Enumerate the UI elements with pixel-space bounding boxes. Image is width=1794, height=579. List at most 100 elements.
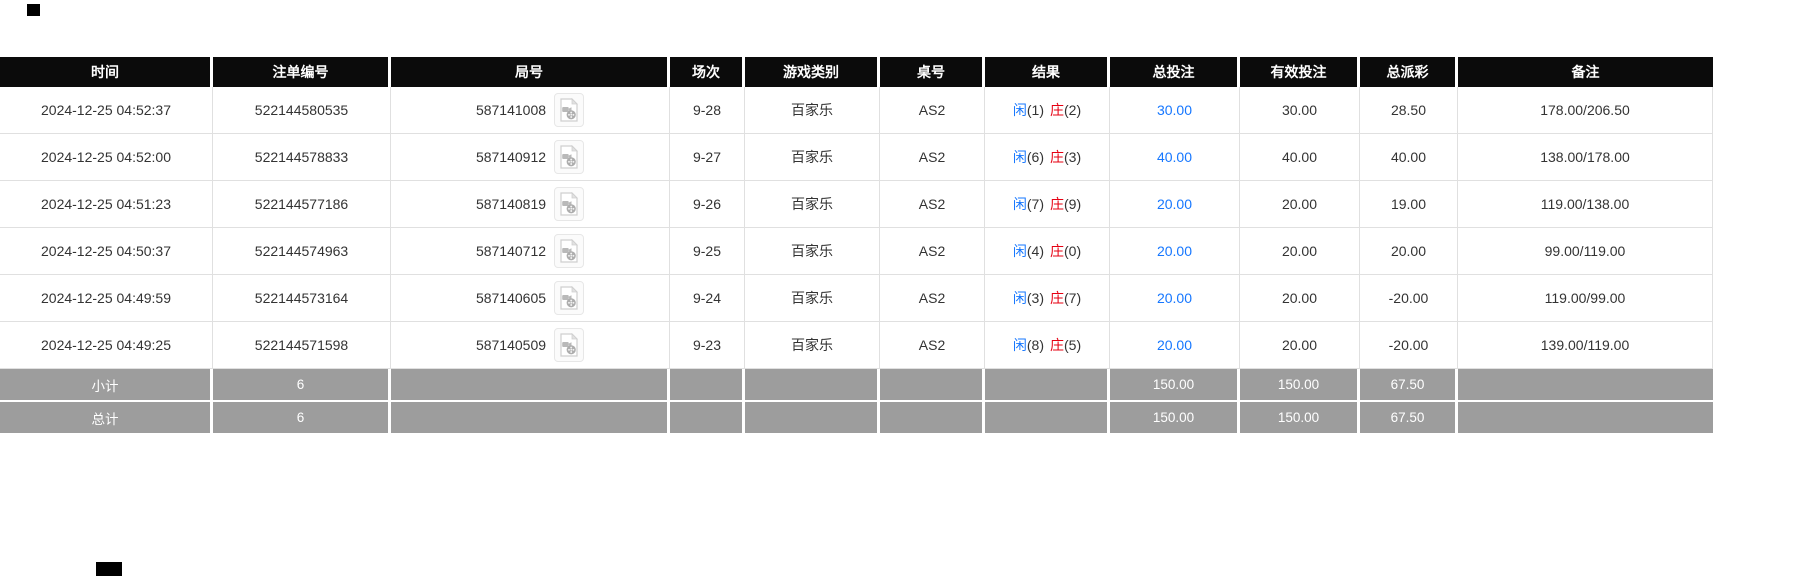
total-bet-cell: 20.00 bbox=[1110, 228, 1240, 275]
session-cell: 9-26 bbox=[670, 181, 745, 228]
grand-total-empty-cell bbox=[745, 402, 877, 433]
remark-cell: 119.00/138.00 bbox=[1458, 181, 1713, 228]
video-replay-button[interactable] bbox=[554, 281, 585, 315]
game-type-cell: 百家乐 bbox=[745, 87, 880, 134]
video-replay-icon bbox=[559, 333, 579, 357]
grand-total-empty-cell bbox=[985, 402, 1107, 433]
valid-bet-cell: 20.00 bbox=[1240, 228, 1360, 275]
session-cell: 9-23 bbox=[670, 322, 745, 369]
bet-no-cell: 522144580535 bbox=[213, 87, 391, 134]
table-row: 2024-12-25 04:52:37 522144580535 5871410… bbox=[0, 87, 1713, 134]
session-cell: 9-24 bbox=[670, 275, 745, 322]
total-bet-link[interactable]: 20.00 bbox=[1156, 243, 1193, 259]
grand-total-label: 总计 bbox=[0, 402, 210, 433]
banker-result-label: 庄 bbox=[1050, 290, 1064, 306]
time-cell: 2024-12-25 04:50:37 bbox=[0, 228, 213, 275]
round-cell: 587140712 bbox=[391, 228, 670, 275]
bet-no-cell: 522144574963 bbox=[213, 228, 391, 275]
total-bet-cell: 30.00 bbox=[1110, 87, 1240, 134]
banker-result-score: (0) bbox=[1064, 243, 1082, 259]
col-header-payout: 总派彩 bbox=[1360, 57, 1455, 87]
subtotal-label: 小计 bbox=[0, 369, 210, 400]
round-cell: 587140819 bbox=[391, 181, 670, 228]
grand-total-valid-bet: 150.00 bbox=[1240, 402, 1357, 433]
table-row: 2024-12-25 04:50:37 522144574963 5871407… bbox=[0, 228, 1713, 275]
player-result-label: 闲 bbox=[1012, 337, 1027, 353]
remark-cell: 119.00/99.00 bbox=[1458, 275, 1713, 322]
bet-no-cell: 522144578833 bbox=[213, 134, 391, 181]
payout-cell: -20.00 bbox=[1360, 275, 1458, 322]
subtotal-empty-cell bbox=[670, 369, 742, 400]
remark-cell: 138.00/178.00 bbox=[1458, 134, 1713, 181]
video-replay-icon bbox=[559, 239, 579, 263]
video-replay-button[interactable] bbox=[554, 93, 585, 127]
result-cell: 闲 (8) 庄 (5) bbox=[985, 322, 1110, 369]
remark-cell: 178.00/206.50 bbox=[1458, 87, 1713, 134]
total-bet-link[interactable]: 20.00 bbox=[1156, 290, 1193, 306]
col-header-session: 场次 bbox=[670, 57, 742, 87]
grand-total-empty-cell bbox=[670, 402, 742, 433]
col-header-remark: 备注 bbox=[1458, 57, 1713, 87]
valid-bet-cell: 20.00 bbox=[1240, 181, 1360, 228]
payout-cell: 40.00 bbox=[1360, 134, 1458, 181]
total-bet-link[interactable]: 40.00 bbox=[1156, 149, 1193, 165]
video-replay-icon bbox=[559, 192, 579, 216]
time-cell: 2024-12-25 04:52:37 bbox=[0, 87, 213, 134]
grand-total-empty-cell bbox=[1458, 402, 1713, 433]
video-replay-button[interactable] bbox=[554, 187, 585, 221]
table-no-cell: AS2 bbox=[880, 322, 985, 369]
banker-result-score: (5) bbox=[1064, 337, 1082, 353]
total-bet-link[interactable]: 30.00 bbox=[1156, 102, 1193, 118]
payout-cell: 20.00 bbox=[1360, 228, 1458, 275]
time-cell: 2024-12-25 04:51:23 bbox=[0, 181, 213, 228]
player-result-label: 闲 bbox=[1012, 196, 1027, 212]
video-replay-icon bbox=[559, 286, 579, 310]
time-cell: 2024-12-25 04:52:00 bbox=[0, 134, 213, 181]
bet-no-cell: 522144571598 bbox=[213, 322, 391, 369]
bet-no-cell: 522144577186 bbox=[213, 181, 391, 228]
video-replay-button[interactable] bbox=[554, 140, 585, 174]
player-result-score: (6) bbox=[1026, 149, 1044, 165]
player-result-score: (4) bbox=[1026, 243, 1044, 259]
col-header-total-bet: 总投注 bbox=[1110, 57, 1237, 87]
round-number: 587140819 bbox=[475, 196, 547, 212]
video-replay-icon bbox=[559, 98, 579, 122]
table-no-cell: AS2 bbox=[880, 275, 985, 322]
video-replay-icon bbox=[559, 145, 579, 169]
grand-total-empty-cell bbox=[391, 402, 667, 433]
banker-result-score: (2) bbox=[1064, 102, 1082, 118]
subtotal-total-bet: 150.00 bbox=[1110, 369, 1237, 400]
remark-cell: 139.00/119.00 bbox=[1458, 322, 1713, 369]
table-row: 2024-12-25 04:49:59 522144573164 5871406… bbox=[0, 275, 1713, 322]
result-cell: 闲 (6) 庄 (3) bbox=[985, 134, 1110, 181]
table-header-row: 时间 注单编号 局号 场次 游戏类别 桌号 结果 总投注 有效投注 总派彩 备注 bbox=[0, 57, 1713, 87]
cropped-ui-fragment-top bbox=[27, 4, 40, 16]
table-row: 2024-12-25 04:51:23 522144577186 5871408… bbox=[0, 181, 1713, 228]
grand-total-payout: 67.50 bbox=[1360, 402, 1455, 433]
banker-result-score: (3) bbox=[1064, 149, 1082, 165]
total-bet-link[interactable]: 20.00 bbox=[1156, 337, 1193, 353]
player-result-score: (7) bbox=[1026, 196, 1044, 212]
result-cell: 闲 (7) 庄 (9) bbox=[985, 181, 1110, 228]
game-type-cell: 百家乐 bbox=[745, 181, 880, 228]
total-bet-cell: 20.00 bbox=[1110, 322, 1240, 369]
banker-result-label: 庄 bbox=[1050, 196, 1064, 212]
player-result-label: 闲 bbox=[1012, 243, 1027, 259]
game-type-cell: 百家乐 bbox=[745, 322, 880, 369]
game-type-cell: 百家乐 bbox=[745, 275, 880, 322]
valid-bet-cell: 40.00 bbox=[1240, 134, 1360, 181]
video-replay-button[interactable] bbox=[554, 328, 585, 362]
banker-result-score: (7) bbox=[1064, 290, 1082, 306]
col-header-table-no: 桌号 bbox=[880, 57, 982, 87]
grand-total-empty-cell bbox=[880, 402, 982, 433]
valid-bet-cell: 30.00 bbox=[1240, 87, 1360, 134]
payout-cell: 28.50 bbox=[1360, 87, 1458, 134]
video-replay-button[interactable] bbox=[554, 234, 585, 268]
total-bet-link[interactable]: 20.00 bbox=[1156, 196, 1193, 212]
total-bet-cell: 20.00 bbox=[1110, 275, 1240, 322]
banker-result-label: 庄 bbox=[1050, 149, 1064, 165]
subtotal-row: 小计 6 150.00 150.00 67.50 bbox=[0, 369, 1713, 400]
player-result-score: (1) bbox=[1026, 102, 1044, 118]
subtotal-empty-cell bbox=[391, 369, 667, 400]
table-no-cell: AS2 bbox=[880, 181, 985, 228]
